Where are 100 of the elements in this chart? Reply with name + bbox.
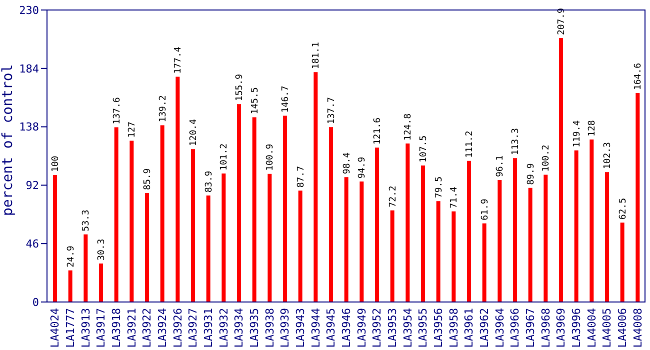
data-label: 87.7 xyxy=(296,166,306,188)
x-tick-label: LA3926 xyxy=(171,308,184,348)
bar xyxy=(237,104,241,302)
x-tick-label: LA3924 xyxy=(156,308,169,348)
x-tick-label: LA3969 xyxy=(554,308,568,348)
data-label: 98.4 xyxy=(342,152,352,174)
x-tick-label: LA3964 xyxy=(493,308,506,348)
x-tick-label: LA3953 xyxy=(386,308,399,348)
x-tick-label: LA4004 xyxy=(585,308,598,348)
data-label: 85.9 xyxy=(143,168,153,190)
x-tick-label: LA3944 xyxy=(309,308,322,348)
x-tick-label: LA3949 xyxy=(355,308,368,348)
x-tick-label: LA3955 xyxy=(416,308,430,348)
bar xyxy=(636,93,640,302)
bar xyxy=(191,149,195,302)
bar xyxy=(452,211,456,302)
data-label: 119.4 xyxy=(572,120,582,148)
x-tick-label: LA3918 xyxy=(110,308,123,348)
data-label: 146.7 xyxy=(281,86,291,113)
data-label: 94.9 xyxy=(358,156,368,179)
data-label: 181.1 xyxy=(312,42,322,70)
bar xyxy=(206,195,210,302)
data-label: 100 xyxy=(51,156,61,172)
bar xyxy=(329,127,333,302)
data-label: 107.5 xyxy=(419,135,429,163)
x-tick-label: LA3966 xyxy=(508,308,522,348)
bar xyxy=(130,140,134,302)
data-label: 177.4 xyxy=(174,46,184,74)
bar xyxy=(559,38,563,302)
data-label: 164.6 xyxy=(634,62,644,90)
data-label: 145.5 xyxy=(250,87,260,114)
data-label: 121.6 xyxy=(373,118,383,145)
bar xyxy=(482,223,486,302)
bar xyxy=(84,234,88,302)
bar xyxy=(375,148,379,302)
data-label: 71.4 xyxy=(450,186,460,208)
x-tick-label: LA1777 xyxy=(64,308,77,348)
bar xyxy=(222,174,226,302)
bar xyxy=(590,139,594,302)
bar xyxy=(467,160,471,302)
data-label: 120.4 xyxy=(189,119,199,146)
y-tick-label: 0 xyxy=(32,296,39,309)
data-label: 127 xyxy=(128,122,138,138)
x-tick-label: LA3967 xyxy=(524,308,537,348)
data-label: 102.3 xyxy=(603,142,613,170)
data-label: 62.5 xyxy=(618,198,628,220)
data-label: 61.9 xyxy=(480,198,490,220)
bar xyxy=(528,188,532,302)
data-label: 111.2 xyxy=(465,130,475,158)
bar xyxy=(605,172,609,302)
data-label: 83.9 xyxy=(204,170,214,192)
x-tick-label: LA3939 xyxy=(278,308,292,348)
x-tick-label: LA3943 xyxy=(294,308,307,348)
y-tick-label: 138 xyxy=(19,120,39,134)
data-label: 30.3 xyxy=(97,238,107,261)
data-label: 137.6 xyxy=(112,97,122,124)
x-tick-label: LA3952 xyxy=(370,308,384,348)
data-label: 124.8 xyxy=(404,113,414,141)
x-tick-label: LA4024 xyxy=(48,308,62,348)
data-label: 128 xyxy=(588,120,598,136)
bar xyxy=(344,177,348,302)
bar xyxy=(68,270,72,302)
x-tick-label: LA3946 xyxy=(340,308,353,348)
bar xyxy=(252,117,256,302)
x-tick-label: LA3968 xyxy=(539,308,552,348)
x-tick-label: LA3934 xyxy=(232,308,246,348)
bar xyxy=(421,166,425,302)
bar xyxy=(360,182,364,302)
x-tick-label: LA3932 xyxy=(217,308,230,348)
data-label: 72.2 xyxy=(388,186,398,208)
data-label: 139.2 xyxy=(158,95,168,122)
x-tick-label: LA3961 xyxy=(462,308,476,348)
data-label: 155.9 xyxy=(235,74,245,102)
data-label: 100.2 xyxy=(542,144,552,172)
bar xyxy=(160,125,164,302)
x-tick-label: LA3954 xyxy=(401,308,414,348)
data-label: 96.1 xyxy=(496,155,506,177)
y-tick-label: 230 xyxy=(19,4,39,17)
x-tick-label: LA3922 xyxy=(140,308,154,348)
bar xyxy=(268,174,272,302)
bar xyxy=(145,192,149,302)
y-axis-title: percent of control xyxy=(0,64,16,216)
x-tick-label: LA3958 xyxy=(447,308,460,348)
x-tick-label: LA3935 xyxy=(248,308,261,348)
x-tick-label: LA4006 xyxy=(616,308,629,348)
data-label: 101.2 xyxy=(220,143,230,171)
bar xyxy=(390,210,394,302)
bar xyxy=(498,180,502,302)
bar xyxy=(314,72,318,302)
bar xyxy=(176,76,180,302)
x-tick-label: LA3996 xyxy=(570,308,583,348)
x-tick-label: LA3945 xyxy=(324,308,338,348)
x-tick-label: LA3956 xyxy=(432,308,445,348)
bar xyxy=(544,174,548,302)
bar xyxy=(574,150,578,302)
data-label: 100.9 xyxy=(266,144,276,171)
bar xyxy=(53,175,57,302)
data-label: 89.9 xyxy=(526,163,536,185)
bar xyxy=(620,222,624,302)
bar xyxy=(114,127,118,302)
